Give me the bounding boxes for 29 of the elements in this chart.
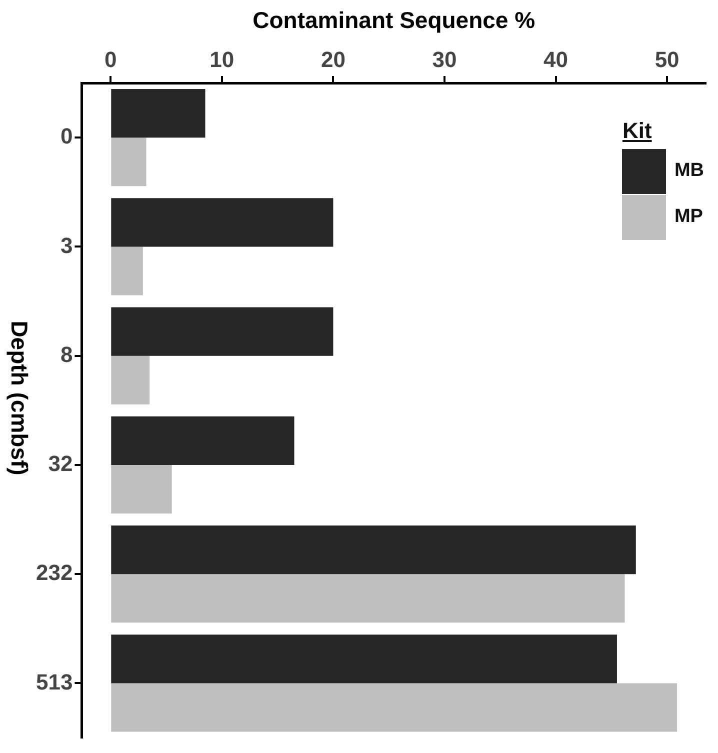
x-tick-label: 40 xyxy=(544,46,568,72)
bar xyxy=(111,198,334,247)
y-tick-label: 3 xyxy=(60,232,73,258)
bar xyxy=(111,683,678,732)
y-tick-label: 0 xyxy=(60,124,73,149)
bar xyxy=(111,89,206,138)
bar xyxy=(111,464,172,514)
bar xyxy=(111,246,143,296)
x-tick-label: 10 xyxy=(210,46,234,72)
x-tick-label: 20 xyxy=(320,46,346,72)
y-axis-title: Depth (cmbsf) xyxy=(6,320,33,476)
y-tick-label: 513 xyxy=(36,669,73,694)
legend-label: MB xyxy=(674,160,704,182)
y-tick-label: 232 xyxy=(36,560,73,586)
y-tick-label: 8 xyxy=(60,342,73,367)
legend-label: MP xyxy=(674,206,703,228)
bar xyxy=(111,416,294,465)
y-tick-label: 32 xyxy=(48,451,73,476)
x-tick-label: 50 xyxy=(654,46,680,72)
bar xyxy=(111,356,150,404)
bar xyxy=(111,138,146,186)
x-tick-label: 0 xyxy=(104,46,117,72)
bar xyxy=(111,634,617,684)
bar xyxy=(111,307,334,356)
x-tick-label: 30 xyxy=(432,46,457,72)
x-axis-title: Contaminant Sequence % xyxy=(252,7,536,34)
bar xyxy=(111,526,636,574)
bar xyxy=(111,574,625,623)
legend-title: Kit xyxy=(622,118,653,144)
